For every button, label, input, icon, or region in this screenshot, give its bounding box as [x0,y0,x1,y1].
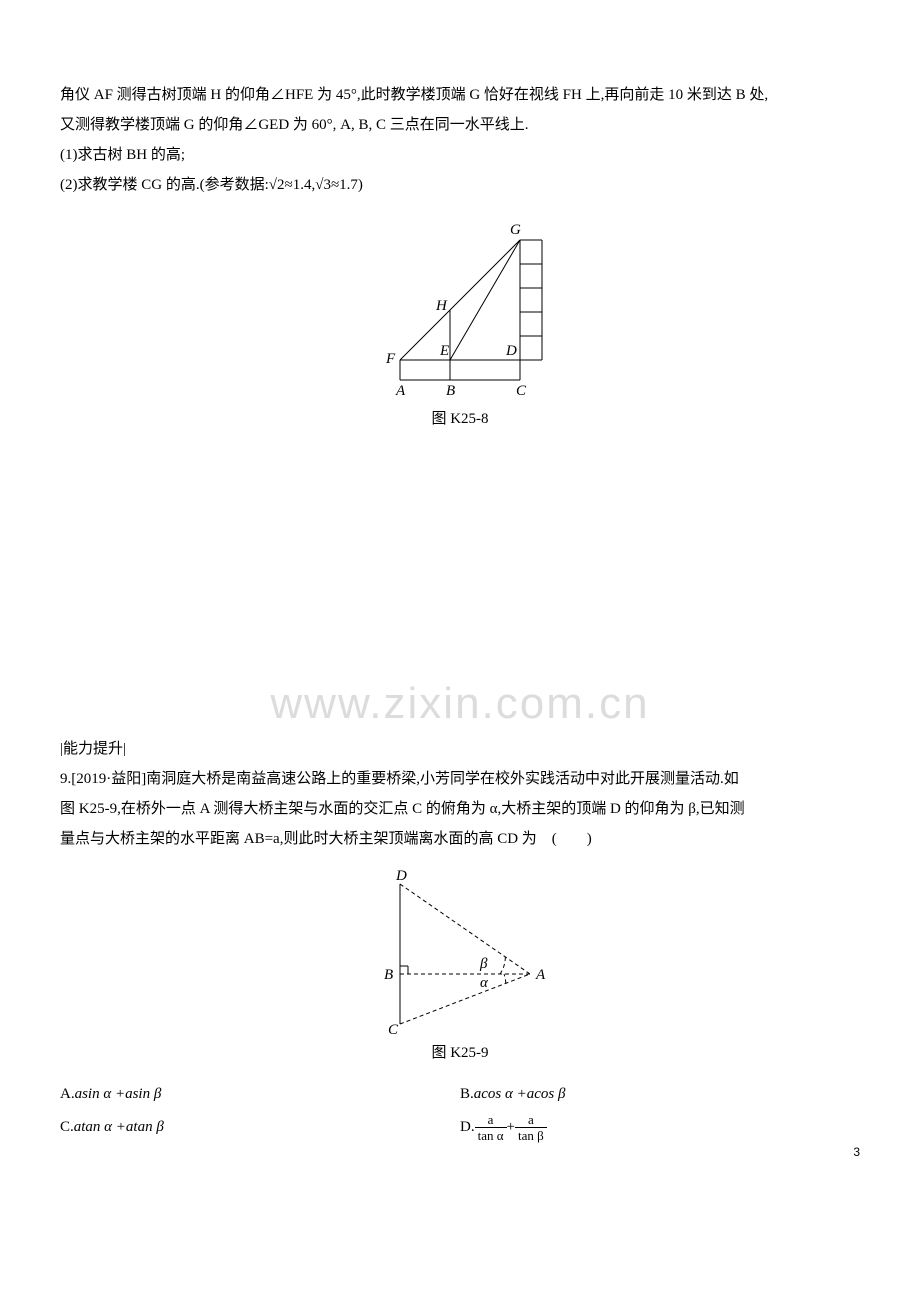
option-a: A. asin α +asin β [60,1078,460,1111]
svg-text:β: β [479,956,488,972]
q2-prefix: (2)求教学楼 CG 的高.(参考数据: [60,177,269,193]
paragraph-line: 又测得教学楼顶端 G 的仰角∠GED 为 60°, A, B, C 三点在同一水… [60,110,860,140]
figure-2-wrap: D B C Aαβ 图 K25-9 [60,864,860,1068]
svg-text:E: E [439,343,449,359]
figure-1-caption: 图 K25-8 [60,404,860,434]
option-d: D. a tan α + a tan β [460,1111,860,1144]
svg-text:B: B [446,383,455,399]
frac2-den: tan β [515,1128,547,1142]
question-2: (2)求教学楼 CG 的高.(参考数据:√2≈1.4,√3≈1.7) [60,170,860,200]
problem-9-line-c: 量点与大桥主架的水平距离 AB=a,则此时大桥主架顶端离水面的高 CD 为 ( … [60,824,860,854]
svg-text:F: F [385,351,396,367]
option-d-plus: + [507,1111,515,1144]
option-b-text: acos α +acos β [474,1086,566,1102]
figure-1-svg: A B C F E D H G [370,210,550,400]
options-grid: A. asin α +asin β B. acos α +acos β C. a… [60,1078,860,1144]
paragraph-line: 角仪 AF 测得古树顶端 H 的仰角∠HFE 为 45°,此时教学楼顶端 G 恰… [60,80,860,110]
frac1-den: tan α [475,1128,507,1142]
section-heading: |能力提升| [60,734,860,764]
question-1: (1)求古树 BH 的高; [60,140,860,170]
option-a-label: A. [60,1078,75,1111]
svg-text:D: D [395,868,407,884]
svg-text:A: A [535,967,546,983]
svg-text:C: C [388,1022,399,1034]
option-a-formula: asin α +asin β [75,1078,162,1111]
sqrt3-approx: √3≈1.7) [315,177,363,193]
page-number: 3 [853,1140,860,1164]
option-b: B. acos α +acos β [460,1078,860,1111]
problem-9-line-a: 9.[2019·益阳]南洞庭大桥是南益高速公路上的重要桥梁,小芳同学在校外实践活… [60,764,860,794]
option-d-frac2: a tan β [515,1113,547,1142]
figure-2-caption: 图 K25-9 [60,1038,860,1068]
frac2-num: a [515,1113,547,1128]
svg-text:G: G [510,222,521,238]
svg-text:α: α [480,975,489,991]
option-c-formula: atan α +atan β [74,1111,164,1144]
option-c-label: C. [60,1111,74,1144]
option-a-text: asin α +asin β [75,1086,162,1102]
option-d-label: D. [460,1111,475,1144]
svg-text:A: A [395,383,406,399]
svg-text:H: H [435,298,448,314]
option-d-frac1: a tan α [475,1113,507,1142]
problem-9-line-b: 图 K25-9,在桥外一点 A 测得大桥主架与水面的交汇点 C 的俯角为 α,大… [60,794,860,824]
page-content: 角仪 AF 测得古树顶端 H 的仰角∠HFE 为 45°,此时教学楼顶端 G 恰… [0,0,920,1184]
frac1-num: a [475,1113,507,1128]
option-c-text: atan α +atan β [74,1119,164,1135]
option-c: C. atan α +atan β [60,1111,460,1144]
sqrt2-approx: √2≈1.4, [269,177,315,193]
option-b-label: B. [460,1078,474,1111]
figure-2-svg: D B C Aαβ [360,864,560,1034]
option-b-formula: acos α +acos β [474,1078,566,1111]
svg-text:B: B [384,967,393,983]
svg-text:C: C [516,383,527,399]
svg-text:D: D [505,343,517,359]
figure-1-wrap: A B C F E D H G 图 K25-8 [60,210,860,434]
